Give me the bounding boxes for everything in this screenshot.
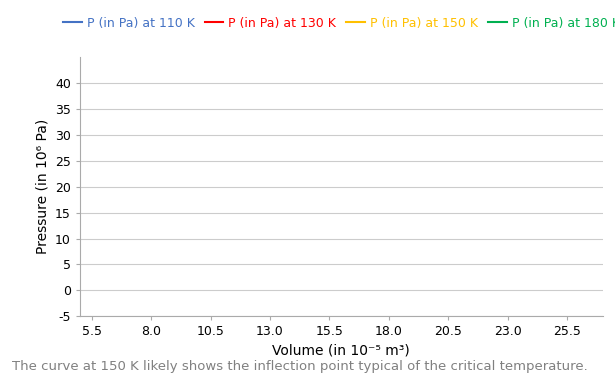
X-axis label: Volume (in 10⁻⁵ m³): Volume (in 10⁻⁵ m³) <box>272 344 410 358</box>
Y-axis label: Pressure (in 10⁶ Pa): Pressure (in 10⁶ Pa) <box>36 119 49 254</box>
Legend: P (in Pa) at 110 K, P (in Pa) at 130 K, P (in Pa) at 150 K, P (in Pa) at 180 K: P (in Pa) at 110 K, P (in Pa) at 130 K, … <box>58 11 615 35</box>
Text: The curve at 150 K likely shows the inflection point typical of the critical tem: The curve at 150 K likely shows the infl… <box>12 360 588 373</box>
